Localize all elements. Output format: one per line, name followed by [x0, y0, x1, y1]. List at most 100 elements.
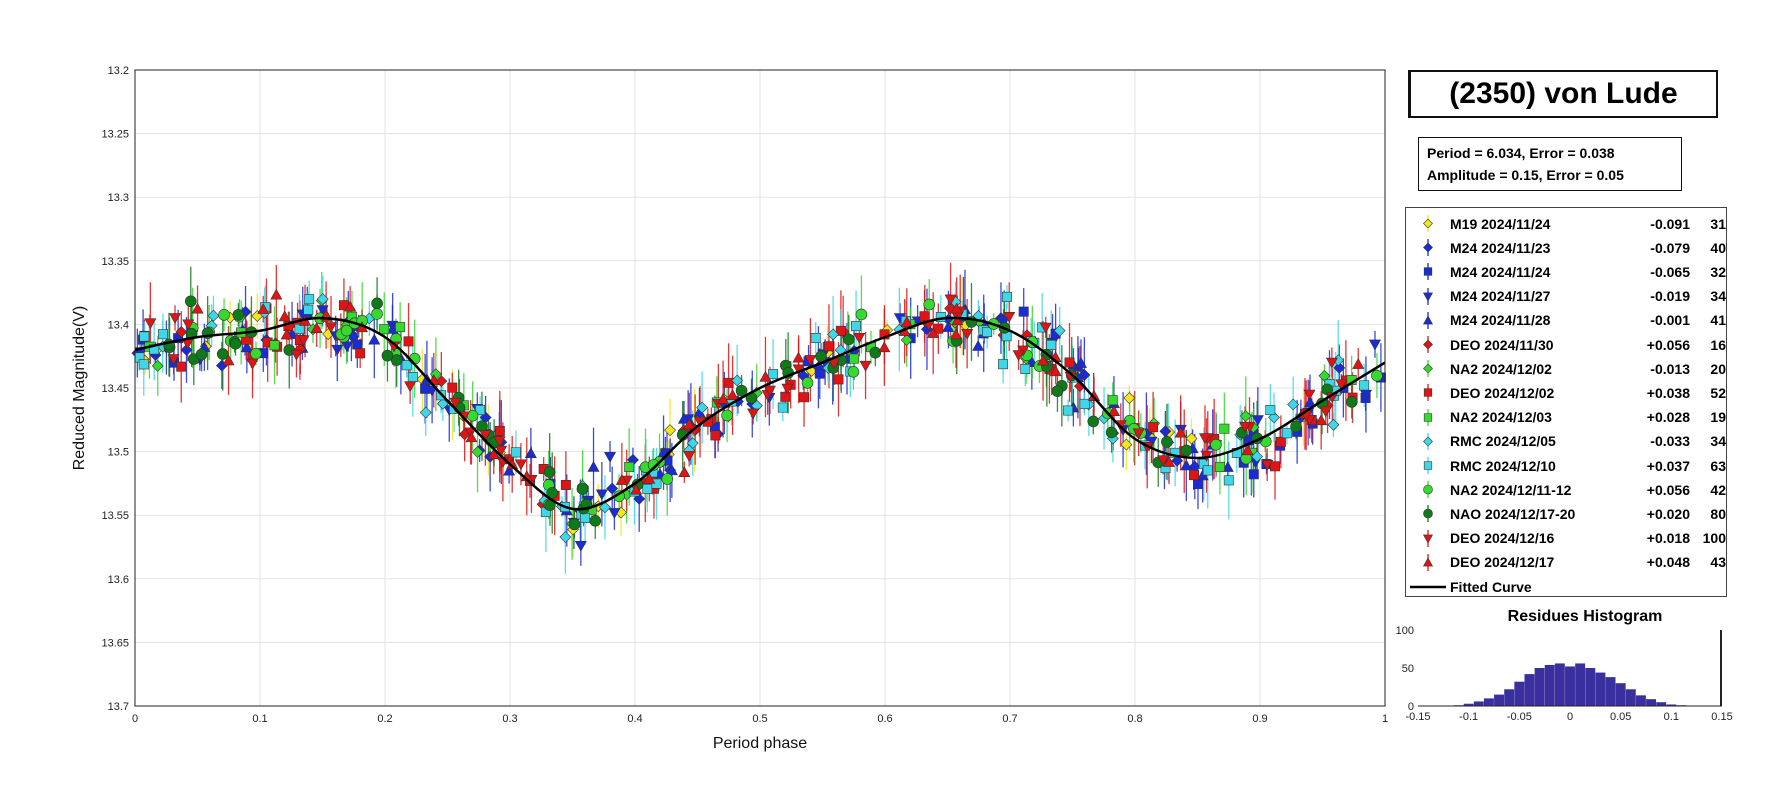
histogram-x-ticks: -0.15 -0.1 -0.05 0 0.05 0.1 0.15 [1405, 711, 1732, 723]
data-point [759, 370, 772, 382]
data-point [608, 508, 621, 519]
legend-marker-shape [1422, 534, 1434, 544]
data-point [176, 361, 187, 372]
data-point [1003, 311, 1016, 323]
data-point [853, 332, 866, 344]
histogram-bar [1615, 683, 1626, 706]
histogram-x-tick-label: -0.05 [1507, 711, 1532, 723]
histogram-bar [1463, 703, 1474, 706]
data-point [1078, 369, 1091, 381]
y-tick-label: 13.25 [101, 129, 129, 141]
histogram-bar [1534, 668, 1545, 706]
data-point [1202, 465, 1213, 476]
histogram-x-tick-label: 0 [1567, 711, 1573, 723]
legend-offset: +0.056 [1646, 481, 1690, 498]
legend-count: 40 [1710, 239, 1726, 256]
y-tick-label: 13.6 [108, 574, 129, 586]
data-point [1241, 444, 1254, 456]
data-point [403, 336, 414, 347]
data-point [801, 377, 814, 389]
data-point [1223, 475, 1234, 486]
histogram-x-tick-label: 0.15 [1711, 711, 1732, 723]
data-point [696, 401, 709, 414]
legend-item: M24 2024/11/27 -0.019 34 [1406, 285, 1726, 308]
histogram-x-tick-label: -0.15 [1405, 711, 1430, 723]
legend-marker [1423, 263, 1433, 281]
data-point [726, 389, 739, 400]
data-point [576, 483, 589, 495]
legend-label: DEO 2024/12/16 [1450, 530, 1555, 547]
data-point [144, 318, 157, 330]
y-axis-label: Reduced Magnitude(V) [71, 306, 88, 471]
data-point [493, 436, 506, 448]
data-point [900, 316, 913, 327]
data-point [1046, 339, 1057, 350]
data-point [842, 333, 855, 346]
data-point [182, 319, 195, 331]
data-point [331, 344, 344, 356]
y-tick-label: 13.5 [108, 447, 129, 459]
data-point [1107, 395, 1118, 406]
legend-count: 16 [1710, 336, 1726, 353]
data-point [464, 427, 477, 439]
legend-label: DEO 2024/12/17 [1450, 554, 1555, 571]
data-point [269, 340, 280, 351]
histogram-bar [1625, 689, 1636, 706]
histogram-bar [1565, 666, 1575, 706]
data-point [1053, 324, 1066, 337]
legend-item: DEO 2024/12/02 +0.038 52 [1406, 381, 1726, 404]
data-point [1219, 423, 1230, 434]
histogram-bar [1575, 663, 1586, 706]
data-point [1368, 339, 1381, 351]
data-point [379, 324, 390, 335]
data-point [1132, 428, 1145, 440]
residues-histogram: -0.15 -0.1 -0.05 0 0.05 0.1 0.15 0 50 100 [1396, 625, 1733, 723]
legend-offset: +0.048 [1646, 554, 1690, 571]
data-point [1074, 380, 1086, 393]
x-tick-label: 0.9 [1252, 713, 1267, 725]
legend-label: M19 2024/11/24 [1450, 215, 1551, 232]
data-point [721, 409, 733, 422]
data-point [1335, 379, 1348, 391]
data-point [615, 474, 628, 485]
data-point [1239, 421, 1252, 433]
legend-count: 41 [1710, 312, 1726, 329]
histogram-y-tick-label: 0 [1408, 701, 1414, 713]
legend-marker-shape [1423, 267, 1433, 277]
legend-offset: -0.013 [1650, 360, 1690, 377]
data-point [683, 451, 696, 462]
data-point [859, 360, 872, 372]
histogram-bar [1473, 701, 1484, 706]
data-point [1251, 450, 1263, 463]
data-point [651, 478, 662, 489]
y-tick-label: 13.35 [101, 256, 129, 268]
data-point [447, 382, 458, 393]
data-point [799, 392, 810, 403]
data-point [664, 424, 676, 437]
legend-count: 42 [1710, 481, 1726, 498]
y-axis-ticks: 13.2 13.25 13.3 13.35 13.4 13.45 13.5 13.55 13.6… [101, 65, 129, 713]
x-tick-label: 0.1 [252, 713, 267, 725]
data-point [195, 348, 208, 361]
y-tick-label: 13.3 [108, 192, 129, 204]
legend-offset: +0.056 [1646, 336, 1690, 353]
data-point [604, 451, 617, 463]
legend-label: DEO 2024/12/02 [1450, 384, 1555, 401]
data-point [175, 326, 188, 338]
histogram-bar [1656, 702, 1667, 706]
legend-item: M19 2024/11/24 -0.091 31 [1406, 212, 1726, 235]
data-point [419, 406, 432, 419]
data-point [390, 354, 403, 366]
legend-marker-shape [1423, 363, 1433, 374]
data-point [814, 368, 825, 379]
data-point [717, 393, 730, 404]
legend-count: 19 [1710, 409, 1726, 426]
y-tick-label: 13.7 [108, 701, 129, 713]
data-point [683, 418, 696, 430]
legend-marker [1423, 408, 1433, 426]
data-point [495, 445, 508, 457]
legend-marker [1422, 287, 1434, 305]
x-tick-label: 0.3 [502, 713, 517, 725]
data-point [735, 384, 748, 397]
legend-marker [1423, 481, 1433, 499]
